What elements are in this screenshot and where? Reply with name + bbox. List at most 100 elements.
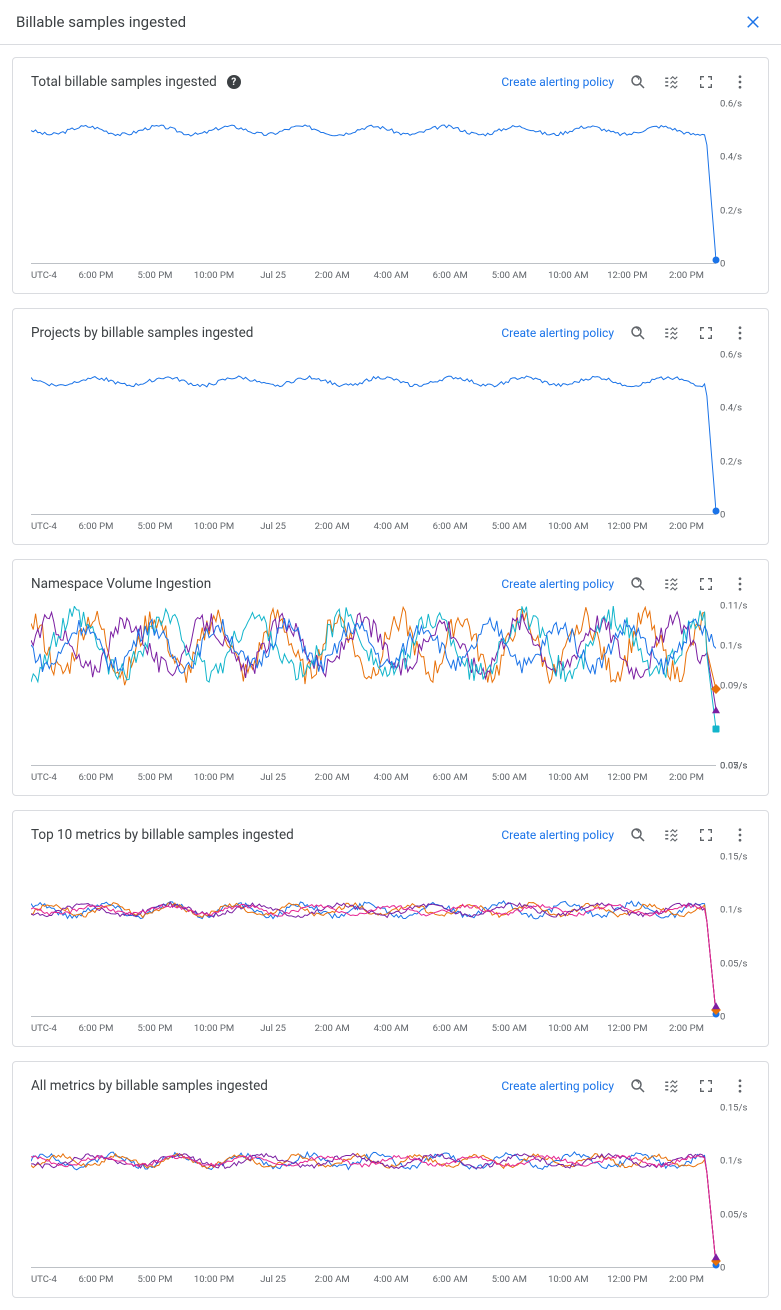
zoom-reset-icon[interactable]	[628, 574, 648, 594]
x-tick-label: 10:00 AM	[539, 1274, 598, 1285]
card-title-wrap: Projects by billable samples ingested	[31, 325, 253, 341]
x-tick-label: 6:00 AM	[421, 1023, 480, 1034]
y-tick-label: 0.09/s	[720, 681, 747, 692]
chart-card-namespace: Namespace Volume Ingestion Create alertin…	[12, 559, 769, 796]
create-alert-link[interactable]: Create alerting policy	[501, 1079, 614, 1093]
card-header: Total billable samples ingested? Create a…	[31, 72, 750, 92]
more-options-icon[interactable]	[730, 825, 750, 845]
x-tick-label: 5:00 AM	[480, 1274, 539, 1285]
chart-area[interactable]: 00.2/s0.4/s0.6/s	[31, 355, 750, 515]
x-tick-label: 12:00 PM	[598, 772, 657, 783]
fullscreen-icon[interactable]	[696, 825, 716, 845]
legend-toggle-icon[interactable]	[662, 825, 682, 845]
x-tick-label: 12:00 PM	[598, 1023, 657, 1034]
y-tick-label: 0	[720, 1263, 725, 1274]
zoom-reset-icon[interactable]	[628, 1076, 648, 1096]
x-tick-label: 2:00 PM	[657, 772, 716, 783]
close-button[interactable]	[741, 10, 765, 34]
chart-area[interactable]: 0.07/s0.05/s0.09/s0.1/s0.11/s	[31, 606, 750, 766]
x-tick-label: 5:00 PM	[125, 772, 184, 783]
y-tick-label: 0	[720, 259, 725, 270]
x-axis: UTC-46:00 PM5:00 PM10:00 PMJul 252:00 AM…	[31, 1023, 750, 1034]
fullscreen-icon[interactable]	[696, 1076, 716, 1096]
card-actions: Create alerting policy	[501, 574, 750, 594]
card-title-wrap: Namespace Volume Ingestion	[31, 576, 211, 592]
card-header: All metrics by billable samples ingested…	[31, 1076, 750, 1096]
legend-toggle-icon[interactable]	[662, 72, 682, 92]
x-tick-label: 6:00 PM	[66, 521, 125, 532]
chart-area[interactable]: 00.2/s0.4/s0.6/s	[31, 104, 750, 264]
card-title: Projects by billable samples ingested	[31, 325, 253, 341]
card-actions: Create alerting policy	[501, 72, 750, 92]
fullscreen-icon[interactable]	[696, 72, 716, 92]
y-tick-label: 0.2/s	[720, 205, 742, 216]
x-tick-label: 2:00 AM	[303, 772, 362, 783]
x-tick-label: Jul 25	[244, 1274, 303, 1285]
y-tick-label: 0	[720, 510, 725, 521]
legend-toggle-icon[interactable]	[662, 574, 682, 594]
create-alert-link[interactable]: Create alerting policy	[501, 75, 614, 89]
card-title-wrap: Total billable samples ingested?	[31, 74, 241, 90]
more-options-icon[interactable]	[730, 1076, 750, 1096]
y-tick-label: 0.4/s	[720, 403, 742, 414]
x-tick-label: 4:00 AM	[362, 521, 421, 532]
x-axis-tz: UTC-4	[31, 521, 66, 532]
x-tick-label: 10:00 PM	[185, 1274, 244, 1285]
zoom-reset-icon[interactable]	[628, 323, 648, 343]
card-title-wrap: Top 10 metrics by billable samples inges…	[31, 827, 294, 843]
chart-area[interactable]: 00.05/s0.1/s0.15/s	[31, 857, 750, 1017]
x-tick-label: 4:00 AM	[362, 270, 421, 281]
y-tick-label: 0.15/s	[720, 852, 747, 863]
zoom-reset-icon[interactable]	[628, 72, 648, 92]
x-tick-label: 5:00 AM	[480, 521, 539, 532]
create-alert-link[interactable]: Create alerting policy	[501, 326, 614, 340]
card-title: Namespace Volume Ingestion	[31, 576, 211, 592]
zoom-reset-icon[interactable]	[628, 825, 648, 845]
x-tick-label: 5:00 PM	[125, 270, 184, 281]
chart-card-total: Total billable samples ingested? Create a…	[12, 57, 769, 294]
y-tick-label: 0.11/s	[720, 601, 747, 612]
y-tick-label: 0.2/s	[720, 456, 742, 467]
x-tick-label: 2:00 PM	[657, 521, 716, 532]
y-axis: 00.2/s0.4/s0.6/s	[716, 104, 750, 264]
chart-card-allmetrics: All metrics by billable samples ingested…	[12, 1061, 769, 1298]
create-alert-link[interactable]: Create alerting policy	[501, 828, 614, 842]
legend-toggle-icon[interactable]	[662, 323, 682, 343]
x-axis: UTC-46:00 PM5:00 PM10:00 PMJul 252:00 AM…	[31, 270, 750, 281]
x-axis: UTC-46:00 PM5:00 PM10:00 PMJul 252:00 AM…	[31, 1274, 750, 1285]
x-tick-label: 6:00 PM	[66, 1023, 125, 1034]
more-options-icon[interactable]	[730, 72, 750, 92]
x-tick-label: 5:00 PM	[125, 521, 184, 532]
chart-area[interactable]: 00.05/s0.1/s0.15/s	[31, 1108, 750, 1268]
more-options-icon[interactable]	[730, 574, 750, 594]
card-actions: Create alerting policy	[501, 825, 750, 845]
y-tick-label: 0.05/s	[720, 1209, 747, 1220]
cards-container: Total billable samples ingested? Create a…	[0, 45, 781, 1310]
page-header: Billable samples ingested	[0, 0, 781, 45]
more-options-icon[interactable]	[730, 323, 750, 343]
legend-toggle-icon[interactable]	[662, 1076, 682, 1096]
x-tick-label: 2:00 PM	[657, 1274, 716, 1285]
x-tick-label: 10:00 PM	[185, 270, 244, 281]
x-tick-label: 10:00 PM	[185, 1023, 244, 1034]
card-actions: Create alerting policy	[501, 323, 750, 343]
x-tick-label: 6:00 AM	[421, 270, 480, 281]
page-title: Billable samples ingested	[16, 13, 186, 31]
x-axis-tz: UTC-4	[31, 1274, 66, 1285]
x-tick-label: 5:00 AM	[480, 270, 539, 281]
x-tick-label: 12:00 PM	[598, 270, 657, 281]
x-tick-label: 10:00 AM	[539, 772, 598, 783]
help-icon[interactable]: ?	[227, 75, 241, 89]
create-alert-link[interactable]: Create alerting policy	[501, 577, 614, 591]
x-tick-label: 6:00 AM	[421, 521, 480, 532]
fullscreen-icon[interactable]	[696, 574, 716, 594]
x-tick-label: 6:00 PM	[66, 270, 125, 281]
plot	[31, 104, 716, 264]
y-tick-label: 0.6/s	[720, 350, 742, 361]
plot	[31, 606, 716, 766]
chart-card-top10: Top 10 metrics by billable samples inges…	[12, 810, 769, 1047]
chart-card-projects: Projects by billable samples ingested Cre…	[12, 308, 769, 545]
y-tick-label: 0	[720, 1012, 725, 1023]
fullscreen-icon[interactable]	[696, 323, 716, 343]
x-tick-label: 10:00 AM	[539, 521, 598, 532]
